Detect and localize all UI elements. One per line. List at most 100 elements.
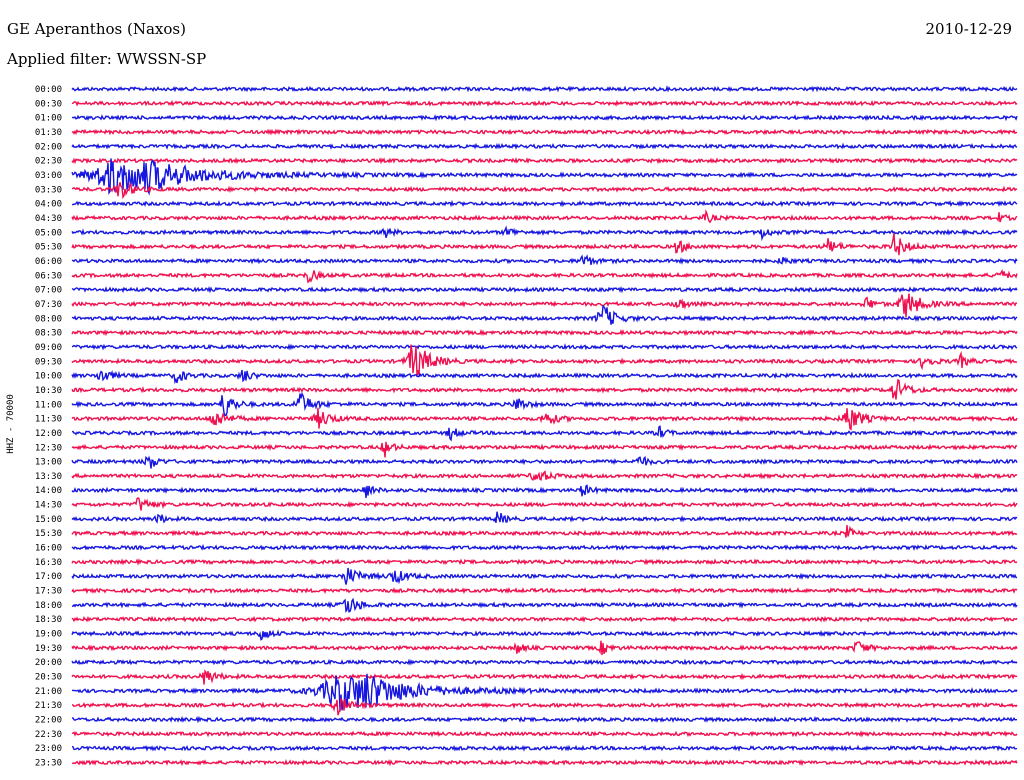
record-date: 2010-12-29	[925, 20, 1012, 38]
trace-line	[71, 484, 1018, 499]
time-tick-label: 05:30	[35, 243, 62, 253]
trace-line	[72, 199, 1018, 208]
time-tick-label: 17:00	[35, 572, 62, 582]
time-tick-label: 20:00	[35, 658, 62, 668]
trace-line	[71, 744, 1018, 752]
time-tick-label: 00:30	[35, 99, 62, 109]
time-tick-label: 04:30	[35, 214, 62, 224]
time-tick-label: 04:00	[35, 200, 62, 210]
time-tick-label: 01:30	[35, 128, 62, 138]
trace-line	[71, 285, 1018, 294]
time-tick-label: 07:00	[35, 286, 62, 296]
trace-line	[71, 85, 1018, 93]
filter-label: Applied filter: WWSSN-SP	[7, 50, 207, 68]
time-tick-label: 03:00	[35, 171, 62, 181]
trace-line	[71, 615, 1018, 623]
time-tick-label: 23:00	[35, 744, 62, 754]
station-title: GE Aperanthos (Naxos)	[7, 20, 186, 38]
trace-line	[71, 343, 1018, 351]
trace-line	[71, 511, 1018, 524]
time-tick-label: 05:00	[35, 228, 62, 238]
time-tick-label: 18:30	[35, 615, 62, 625]
trace-line	[71, 181, 1018, 200]
trace-line	[71, 293, 1018, 318]
time-tick-label: 13:30	[35, 472, 62, 482]
time-tick-label: 00:00	[35, 85, 62, 95]
trace-line	[71, 697, 1018, 716]
time-tick-label: 15:00	[35, 515, 62, 525]
trace-line	[72, 730, 1018, 738]
trace-line	[71, 455, 1018, 469]
time-tick-label: 21:30	[35, 701, 62, 711]
trace-line	[71, 441, 1018, 458]
time-tick-label: 09:00	[35, 343, 62, 353]
time-tick-label: 22:00	[35, 716, 62, 726]
trace-line	[71, 497, 1018, 511]
trace-line	[71, 525, 1018, 538]
time-tick-label: 10:00	[35, 372, 62, 382]
trace-line	[71, 715, 1017, 724]
trace-line	[71, 640, 1018, 656]
trace-line	[71, 669, 1018, 685]
trace-line	[71, 158, 1018, 196]
time-tick-label: 17:30	[35, 587, 62, 597]
time-tick-label: 13:00	[35, 458, 62, 468]
trace-line	[71, 543, 1018, 552]
trace-line	[71, 673, 1018, 712]
trace-line	[71, 391, 1018, 417]
trace-line	[72, 597, 1018, 613]
time-tick-label: 06:30	[35, 271, 62, 281]
seismic-traces	[71, 85, 1018, 767]
trace-line	[71, 99, 1018, 107]
time-tick-label: 14:30	[35, 501, 62, 511]
time-tick-label: 22:30	[35, 730, 62, 740]
trace-line	[71, 268, 1018, 284]
trace-line	[71, 233, 1018, 256]
trace-line	[71, 344, 1018, 377]
time-tick-label: 16:00	[35, 544, 62, 554]
time-tick-label: 18:00	[35, 601, 62, 611]
time-tick-label: 07:30	[35, 300, 62, 310]
time-tick-label: 01:00	[35, 114, 62, 124]
time-tick-label: 20:30	[35, 673, 62, 683]
trace-line	[71, 328, 1018, 337]
trace-line	[71, 142, 1018, 150]
trace-line	[71, 156, 1018, 165]
time-tick-label: 02:30	[35, 157, 62, 167]
time-tick-label: 12:30	[35, 443, 62, 453]
trace-line	[71, 425, 1018, 442]
trace-line	[71, 225, 1018, 242]
time-tick-label: 16:30	[35, 558, 62, 568]
trace-line	[71, 567, 1018, 585]
trace-line	[71, 470, 1018, 482]
time-tick-label: 19:30	[35, 644, 62, 654]
time-tick-label: 21:00	[35, 687, 62, 697]
time-tick-label: 08:30	[35, 329, 62, 339]
time-tick-label: 11:00	[35, 400, 62, 410]
trace-line	[71, 305, 1018, 325]
time-tick-label: 09:30	[35, 357, 62, 367]
time-tick-label: 02:00	[35, 142, 62, 152]
time-tick-labels: 00:00 00:30 01:00 01:30 02:00 02:30 03:00 03:30…	[35, 85, 62, 769]
trace-line	[71, 558, 1018, 566]
trace-line	[71, 586, 1018, 595]
trace-line	[71, 208, 1018, 224]
trace-line	[71, 369, 1018, 385]
time-tick-label: 06:00	[35, 257, 62, 267]
trace-line	[71, 758, 1018, 767]
time-tick-label: 08:00	[35, 314, 62, 324]
trace-line	[71, 407, 1018, 431]
trace-line	[71, 378, 1018, 400]
channel-label: HHZ - 70000	[6, 394, 16, 454]
time-tick-label: 14:00	[35, 486, 62, 496]
time-tick-label: 12:00	[35, 429, 62, 439]
time-tick-label: 15:30	[35, 529, 62, 539]
time-tick-label: 19:00	[35, 630, 62, 640]
trace-line	[71, 128, 1018, 136]
time-tick-label: 11:30	[35, 415, 62, 425]
trace-line	[71, 658, 1018, 666]
time-tick-label: 23:30	[35, 759, 62, 769]
trace-line	[71, 114, 1018, 122]
trace-line	[71, 629, 1018, 641]
